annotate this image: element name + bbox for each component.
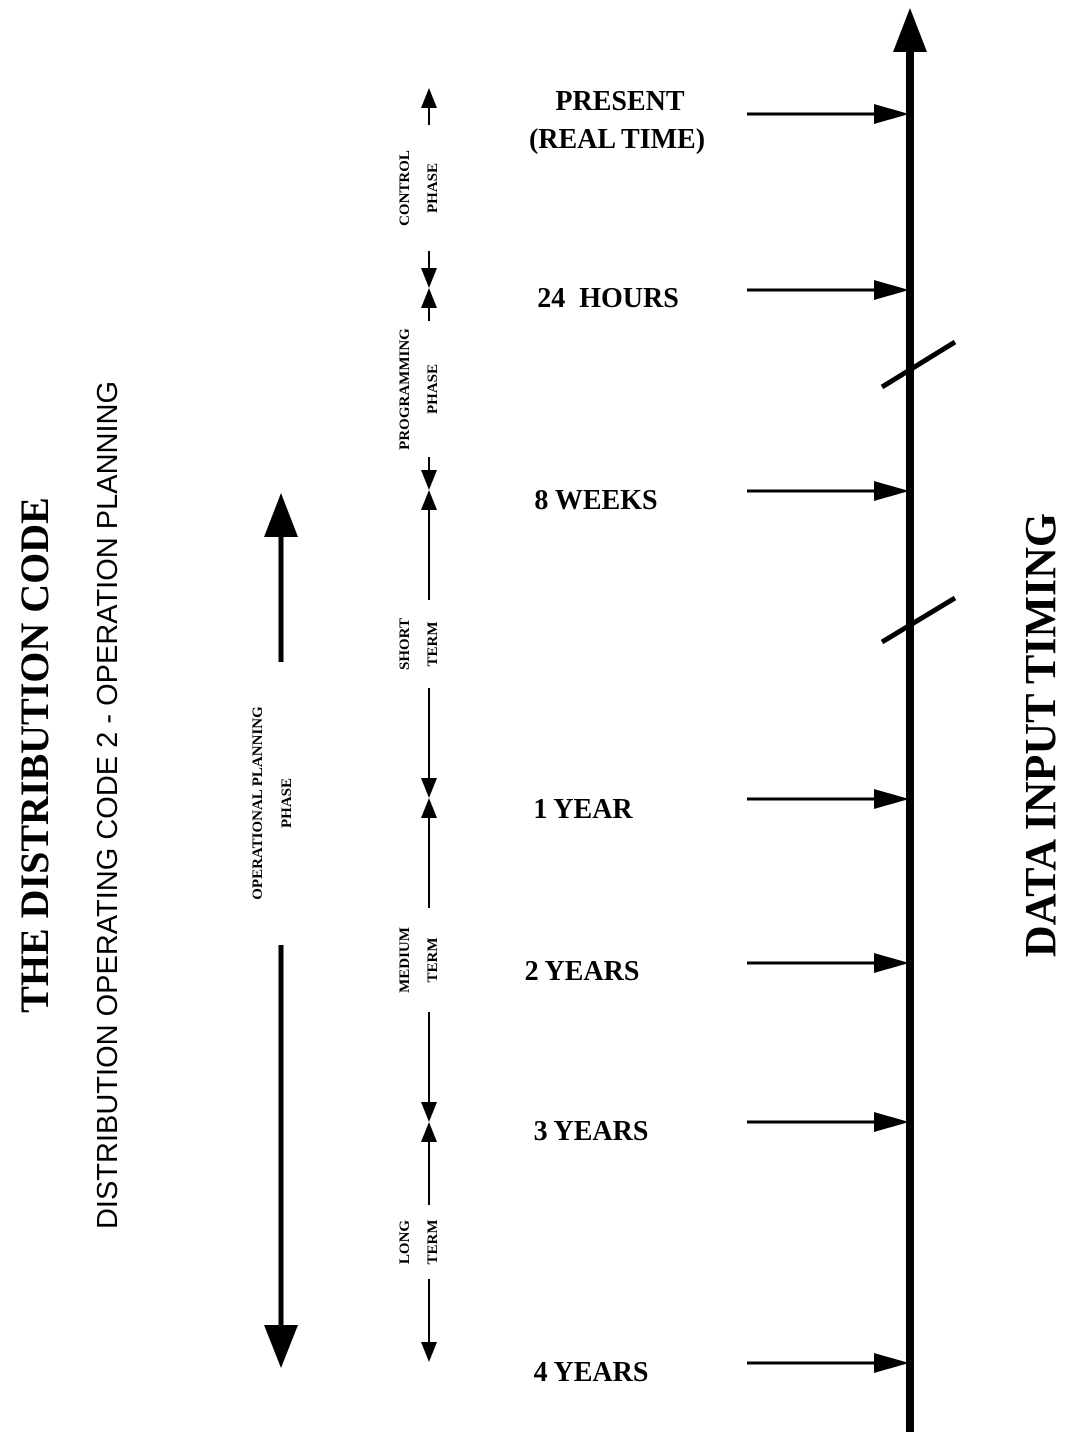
timepoint-24-hours-label: 24 HOURS <box>537 283 679 314</box>
phase-medium-term-line2: TERM <box>425 938 441 983</box>
axis-break-marks <box>880 339 957 645</box>
phase-programming-line1: PROGRAMMING <box>397 328 413 450</box>
diagram-subtitle: DISTRIBUTION OPERATING CODE 2 - OPERATIO… <box>92 381 124 1229</box>
axis-title: DATA INPUT TIMING <box>1016 513 1065 957</box>
operational-planning-label-line2: PHASE <box>279 778 295 828</box>
timepoint-2-years-label: 2 YEARS <box>525 956 640 987</box>
operational-planning-arrow <box>264 493 298 1368</box>
phase-programming-line2: PHASE <box>425 364 441 414</box>
phase-short-term-line1: SHORT <box>397 618 413 670</box>
timepoint-4-years-label: 4 YEARS <box>534 1357 649 1388</box>
timepoint-present-label: PRESENT <box>555 86 684 117</box>
timeline-axis <box>893 8 927 1432</box>
timepoint-8-weeks-label: 8 WEEKS <box>534 485 657 516</box>
phase-control-line1: CONTROL <box>397 150 413 226</box>
phase-long-term-line2: TERM <box>425 1220 441 1265</box>
phase-long-term-line1: LONG <box>397 1220 413 1265</box>
phase-short-term-line2: TERM <box>425 622 441 667</box>
diagram-title: THE DISTRIBUTION CODE <box>12 497 57 1013</box>
phase-control-line2: PHASE <box>425 163 441 213</box>
phase-medium-term-line1: MEDIUM <box>397 927 413 993</box>
timepoint-1-year-label: 1 YEAR <box>533 794 633 825</box>
operational-planning-label-line1: OPERATIONAL PLANNING <box>250 706 266 900</box>
phase-arrows <box>421 88 437 1362</box>
timepoint-present-sublabel: (REAL TIME) <box>529 124 705 155</box>
timepoint-3-years-label: 3 YEARS <box>534 1116 649 1147</box>
timepoint-arrows <box>747 104 909 1373</box>
